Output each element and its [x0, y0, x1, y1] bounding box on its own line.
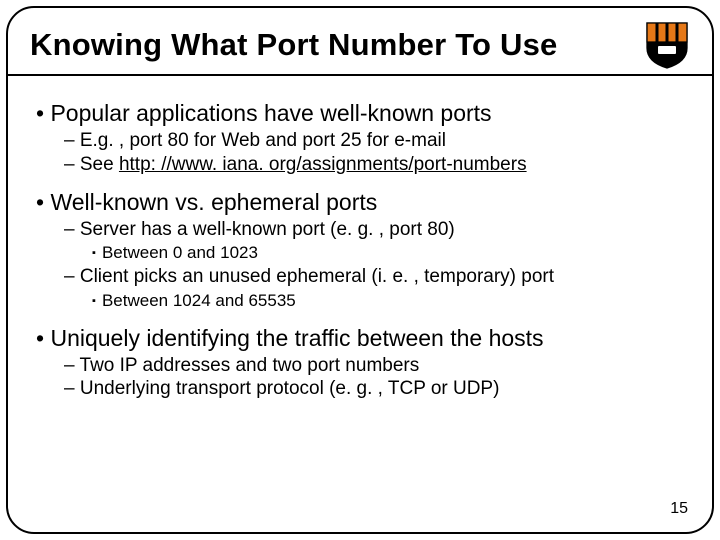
princeton-shield-icon: [644, 20, 690, 70]
bullet-lvl2: Server has a well-known port (e. g. , po…: [34, 218, 686, 242]
title-row: Knowing What Port Number To Use: [8, 8, 712, 74]
bullet-lvl1: Well-known vs. ephemeral ports: [34, 189, 686, 216]
bullet-lvl1: Uniquely identifying the traffic between…: [34, 325, 686, 352]
slide-frame: Knowing What Port Number To Use Popular …: [6, 6, 714, 534]
text-prefix: See: [80, 154, 119, 175]
bullet-lvl2: Client picks an unused ephemeral (i. e. …: [34, 265, 686, 289]
bullet-lvl3: Between 0 and 1023: [34, 241, 686, 265]
bullet-lvl2: Underlying transport protocol (e. g. , T…: [34, 377, 686, 401]
bullet-lvl2: Two IP addresses and two port numbers: [34, 354, 686, 378]
bullet-lvl2: E.g. , port 80 for Web and port 25 for e…: [34, 129, 686, 153]
slide-body: Popular applications have well-known por…: [8, 76, 712, 401]
bullet-lvl2-link: See http: //www. iana. org/assignments/p…: [34, 153, 686, 177]
bullet-lvl1: Popular applications have well-known por…: [34, 100, 686, 127]
bullet-block-3: Uniquely identifying the traffic between…: [34, 325, 686, 402]
bullet-lvl3: Between 1024 and 65535: [34, 289, 686, 313]
slide-title: Knowing What Port Number To Use: [30, 27, 557, 63]
bullet-block-1: Popular applications have well-known por…: [34, 100, 686, 177]
bullet-block-2: Well-known vs. ephemeral ports Server ha…: [34, 189, 686, 313]
page-number: 15: [670, 500, 688, 518]
iana-link[interactable]: http: //www. iana. org/assignments/port-…: [119, 154, 527, 175]
